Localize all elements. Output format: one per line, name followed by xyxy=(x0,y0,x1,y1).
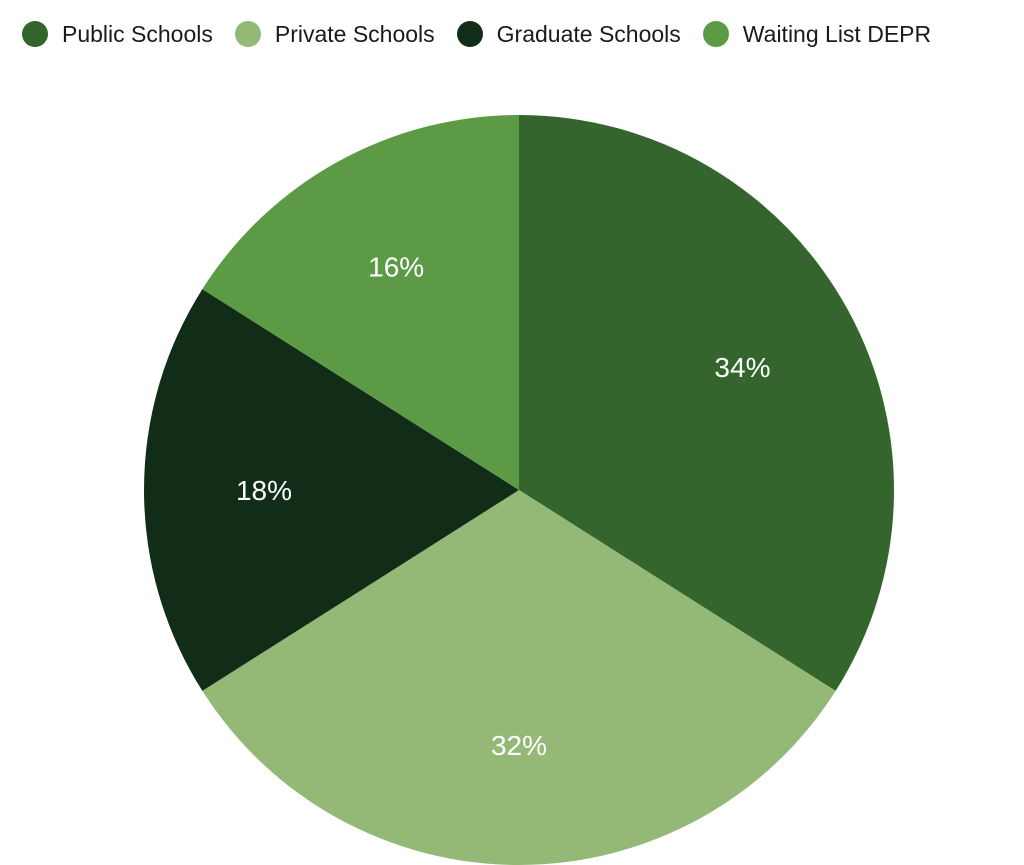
slice-percent-label: 18% xyxy=(236,475,292,506)
legend-dot-icon xyxy=(456,21,483,47)
legend-item-private-schools[interactable]: Private Schools xyxy=(234,20,435,48)
pie-slices xyxy=(144,114,894,865)
pie-slice-private-schools[interactable] xyxy=(202,490,836,865)
chart-legend: Public Schools Private Schools Graduate … xyxy=(0,14,1024,54)
legend-dot-icon xyxy=(234,21,261,47)
pie-slice-public-schools[interactable] xyxy=(519,115,894,691)
pie-slice-waiting-list-depr[interactable] xyxy=(202,114,520,490)
pie-labels: 34% 32% 18% 16% xyxy=(236,252,771,761)
legend-dot-icon xyxy=(702,21,729,47)
slice-percent-label: 32% xyxy=(491,730,547,761)
slice-percent-label: 16% xyxy=(368,252,424,283)
legend-item-public-schools[interactable]: Public Schools xyxy=(22,21,213,48)
legend-label: Waiting List DEPR xyxy=(742,20,932,47)
slice-percent-label: 34% xyxy=(714,352,770,383)
legend-item-graduate-schools[interactable]: Graduate Schools xyxy=(456,20,681,48)
legend-label: Public Schools xyxy=(62,20,213,47)
pie-slice-graduate-schools[interactable] xyxy=(144,289,520,691)
legend-label: Graduate Schools xyxy=(496,20,681,47)
legend-dot-icon xyxy=(22,21,48,47)
legend-item-waiting-list-depr[interactable]: Waiting List DEPR xyxy=(702,20,932,48)
legend-label: Private Schools xyxy=(274,20,435,47)
